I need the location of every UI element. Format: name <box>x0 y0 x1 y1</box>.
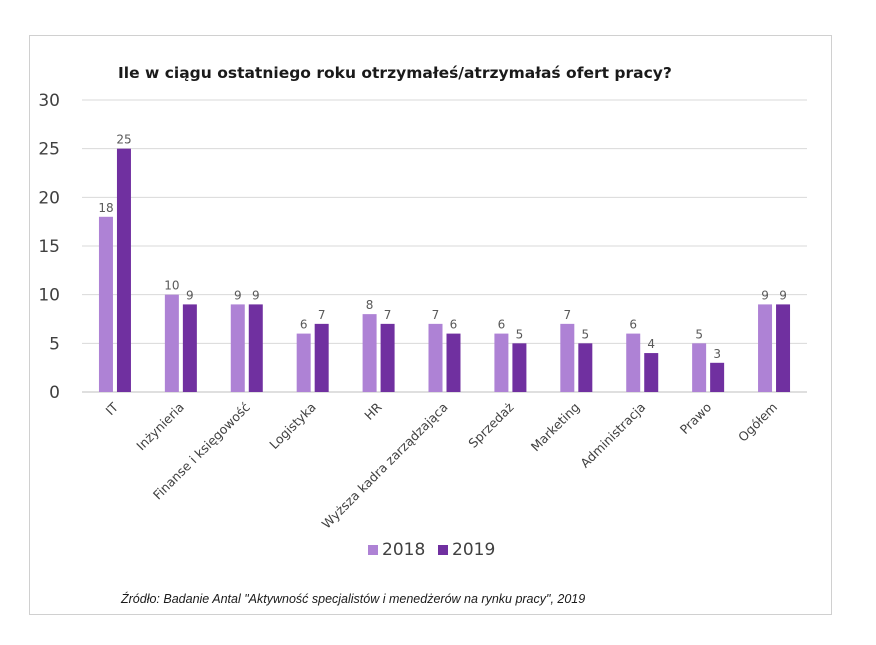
bar-2018 <box>626 333 641 392</box>
bar-2019 <box>446 333 461 392</box>
category-label: Sprzedaż <box>465 399 517 451</box>
legend-swatch-2018 <box>368 545 378 555</box>
category-label: Administracja <box>577 400 648 471</box>
category-label: Inżynieria <box>133 400 187 454</box>
legend-label-2019: 2019 <box>452 540 495 560</box>
bars <box>98 148 791 392</box>
data-label: 9 <box>252 288 260 302</box>
data-label: 5 <box>581 327 589 341</box>
category-label: HR <box>361 399 385 423</box>
bar-2018 <box>428 323 443 392</box>
category-label: Wyższa kadra zarządzająca <box>319 400 451 532</box>
category-label: Ogółem <box>735 400 780 445</box>
data-label: 4 <box>647 337 655 351</box>
y-tick-label: 25 <box>38 140 60 160</box>
data-label: 5 <box>695 327 703 341</box>
category-label: Prawo <box>677 400 714 437</box>
data-label: 7 <box>318 308 326 322</box>
bar-2018 <box>560 323 575 392</box>
bar-2019 <box>644 353 659 392</box>
data-label: 9 <box>761 288 769 302</box>
data-label: 8 <box>366 298 374 312</box>
data-label: 25 <box>116 133 131 147</box>
bar-2018 <box>296 333 311 392</box>
bar-2019 <box>380 323 395 392</box>
y-axis-ticks: 0 5 10 15 20 25 30 <box>38 91 60 403</box>
data-label: 6 <box>498 318 506 332</box>
bar-2018 <box>230 304 245 392</box>
y-tick-label: 5 <box>49 334 60 354</box>
chart-title: Ile w ciągu ostatniego roku otrzymałeś/a… <box>118 64 672 82</box>
category-label: IT <box>102 399 121 418</box>
category-label: Logistyka <box>266 400 319 453</box>
bar-2019 <box>776 304 791 392</box>
category-label: Marketing <box>528 400 583 455</box>
bar-2019 <box>512 343 527 392</box>
y-tick-label: 10 <box>38 286 60 306</box>
data-label: 10 <box>164 279 179 293</box>
data-label: 7 <box>384 308 392 322</box>
data-label: 6 <box>450 318 458 332</box>
y-tick-label: 15 <box>38 237 60 257</box>
bar-2018 <box>494 333 509 392</box>
chart-frame: Ile w ciągu ostatniego roku otrzymałeś/a… <box>29 35 832 615</box>
data-label: 9 <box>779 288 787 302</box>
y-tick-label: 30 <box>38 91 60 111</box>
legend-swatch-2019 <box>438 545 448 555</box>
data-label: 18 <box>98 201 113 215</box>
bar-2018 <box>98 216 113 392</box>
data-label: 9 <box>234 288 242 302</box>
data-label: 3 <box>713 347 721 361</box>
bar-2019 <box>116 148 131 392</box>
legend: 2018 2019 <box>368 540 495 560</box>
data-label: 5 <box>516 327 524 341</box>
y-tick-label: 0 <box>49 383 60 403</box>
data-label: 9 <box>186 288 194 302</box>
legend-label-2018: 2018 <box>382 540 425 560</box>
bar-2019 <box>578 343 593 392</box>
gridlines <box>82 99 807 393</box>
bar-2019 <box>248 304 263 392</box>
bar-2018 <box>758 304 773 392</box>
data-label: 6 <box>629 318 637 332</box>
bar-2019 <box>710 362 725 392</box>
bar-2019 <box>182 304 197 392</box>
bar-2018 <box>164 294 179 392</box>
bar-2019 <box>314 323 329 392</box>
data-label: 6 <box>300 318 308 332</box>
source-note: Źródło: Badanie Antal "Aktywność specjal… <box>120 591 585 606</box>
y-tick-label: 20 <box>38 188 60 208</box>
bar-2018 <box>362 314 377 392</box>
chart: Ile w ciągu ostatniego roku otrzymałeś/a… <box>38 64 807 606</box>
data-label: 7 <box>563 308 571 322</box>
data-label: 7 <box>432 308 440 322</box>
bar-2018 <box>692 343 707 392</box>
